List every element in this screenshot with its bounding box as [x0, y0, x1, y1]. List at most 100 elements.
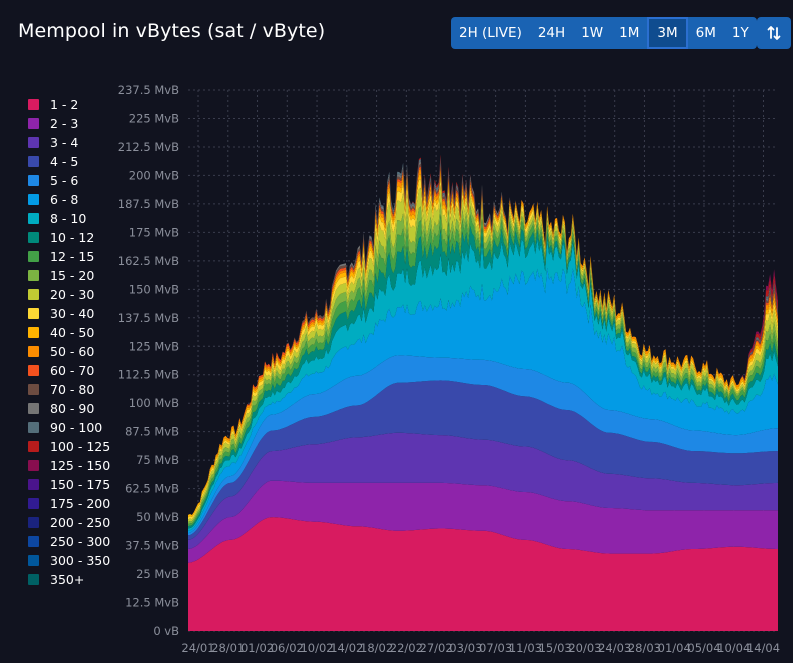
legend-label: 6 - 8	[50, 192, 79, 207]
legend-label: 300 - 350	[50, 553, 111, 568]
legend-swatch	[28, 422, 39, 433]
x-tick-label: 06/02	[271, 641, 304, 655]
legend-swatch	[28, 213, 39, 224]
legend-item[interactable]: 30 - 40	[28, 304, 110, 323]
legend-label: 70 - 80	[50, 382, 95, 397]
legend-item[interactable]: 200 - 250	[28, 513, 110, 532]
legend-item[interactable]: 8 - 10	[28, 209, 110, 228]
x-tick-label: 15/03	[539, 641, 572, 655]
range-button-1y[interactable]: 1Y	[731, 25, 749, 41]
legend-item[interactable]: 70 - 80	[28, 380, 110, 399]
legend-swatch	[28, 403, 39, 414]
legend-swatch	[28, 365, 39, 376]
legend-swatch	[28, 327, 39, 338]
legend-item[interactable]: 3 - 4	[28, 133, 110, 152]
area-series-6-8	[188, 267, 778, 534]
legend-item[interactable]: 125 - 150	[28, 456, 110, 475]
legend-swatch	[28, 460, 39, 471]
y-tick-label: 112.5 MvB	[118, 368, 179, 382]
legend-item[interactable]: 6 - 8	[28, 190, 110, 209]
x-tick-label: 20/03	[568, 641, 601, 655]
legend-label: 150 - 175	[50, 477, 111, 492]
y-tick-label: 212.5 MvB	[118, 140, 179, 154]
legend-item[interactable]: 12 - 15	[28, 247, 110, 266]
legend-item[interactable]: 175 - 200	[28, 494, 110, 513]
legend-item[interactable]: 2 - 3	[28, 114, 110, 133]
legend-swatch	[28, 498, 39, 509]
legend-swatch	[28, 536, 39, 547]
legend-swatch	[28, 118, 39, 129]
y-tick-label: 200 MvB	[129, 168, 179, 182]
legend-label: 2 - 3	[50, 116, 79, 131]
legend-swatch	[28, 289, 39, 300]
range-button-24h[interactable]: 24H	[537, 25, 566, 41]
area-series-1-2	[188, 517, 778, 631]
legend-label: 10 - 12	[50, 230, 95, 245]
x-tick-label: 24/01	[181, 641, 214, 655]
range-button-1w[interactable]: 1W	[581, 25, 604, 41]
legend-label: 5 - 6	[50, 173, 79, 188]
y-tick-label: 187.5 MvB	[118, 197, 179, 211]
legend-label: 40 - 50	[50, 325, 95, 340]
fee-legend: 1 - 2 2 - 3 3 - 4 4 - 5 5 - 6 6 - 8 8 - 10 10 -…	[28, 95, 110, 589]
y-tick-label: 25 MvB	[136, 567, 179, 581]
sort-arrows-icon	[767, 26, 781, 40]
range-button-6m[interactable]: 6M	[695, 25, 716, 41]
legend-label: 15 - 20	[50, 268, 95, 283]
x-tick-label: 28/03	[628, 641, 661, 655]
range-button-1m[interactable]: 1M	[619, 25, 640, 41]
x-tick-label: 18/02	[360, 641, 393, 655]
legend-swatch	[28, 156, 39, 167]
legend-item[interactable]: 90 - 100	[28, 418, 110, 437]
x-tick-label: 01/02	[241, 641, 274, 655]
legend-label: 125 - 150	[50, 458, 111, 473]
x-tick-label: 01/04	[658, 641, 691, 655]
x-tick-label: 14/02	[330, 641, 363, 655]
legend-item[interactable]: 40 - 50	[28, 323, 110, 342]
legend-swatch	[28, 232, 39, 243]
legend-item[interactable]: 60 - 70	[28, 361, 110, 380]
legend-label: 90 - 100	[50, 420, 103, 435]
legend-swatch	[28, 175, 39, 186]
area-series-4-5	[188, 380, 778, 540]
legend-item[interactable]: 300 - 350	[28, 551, 110, 570]
legend-item[interactable]: 20 - 30	[28, 285, 110, 304]
legend-swatch	[28, 194, 39, 205]
legend-item[interactable]: 1 - 2	[28, 95, 110, 114]
y-tick-label: 87.5 MvB	[125, 425, 179, 439]
y-tick-label: 0 vB	[153, 624, 179, 638]
legend-swatch	[28, 441, 39, 452]
time-range-selector: 2H (LIVE) 24H 1W 1M 3M 6M 1Y	[451, 17, 757, 49]
legend-label: 3 - 4	[50, 135, 79, 150]
legend-item[interactable]: 350+	[28, 570, 110, 589]
sort-toggle-button[interactable]	[757, 17, 791, 49]
legend-swatch	[28, 270, 39, 281]
legend-label: 350+	[50, 572, 85, 587]
area-series-3-4	[188, 432, 778, 549]
area-series-5-6	[188, 355, 778, 536]
area-series-2-3	[188, 480, 778, 563]
legend-item[interactable]: 80 - 90	[28, 399, 110, 418]
legend-item[interactable]: 100 - 125	[28, 437, 110, 456]
legend-label: 250 - 300	[50, 534, 111, 549]
legend-item[interactable]: 10 - 12	[28, 228, 110, 247]
legend-item[interactable]: 150 - 175	[28, 475, 110, 494]
legend-item[interactable]: 5 - 6	[28, 171, 110, 190]
x-tick-label: 03/03	[449, 641, 482, 655]
legend-swatch	[28, 251, 39, 262]
legend-swatch	[28, 517, 39, 528]
legend-item[interactable]: 250 - 300	[28, 532, 110, 551]
legend-item[interactable]: 50 - 60	[28, 342, 110, 361]
legend-label: 30 - 40	[50, 306, 95, 321]
range-button-3m[interactable]: 3M	[647, 17, 688, 49]
legend-item[interactable]: 15 - 20	[28, 266, 110, 285]
y-tick-label: 150 MvB	[129, 282, 179, 296]
legend-label: 175 - 200	[50, 496, 111, 511]
legend-label: 80 - 90	[50, 401, 95, 416]
x-tick-label: 10/04	[717, 641, 750, 655]
range-button-2h-live[interactable]: 2H (LIVE)	[459, 25, 522, 41]
legend-item[interactable]: 4 - 5	[28, 152, 110, 171]
y-tick-label: 37.5 MvB	[125, 539, 179, 553]
legend-swatch	[28, 99, 39, 110]
